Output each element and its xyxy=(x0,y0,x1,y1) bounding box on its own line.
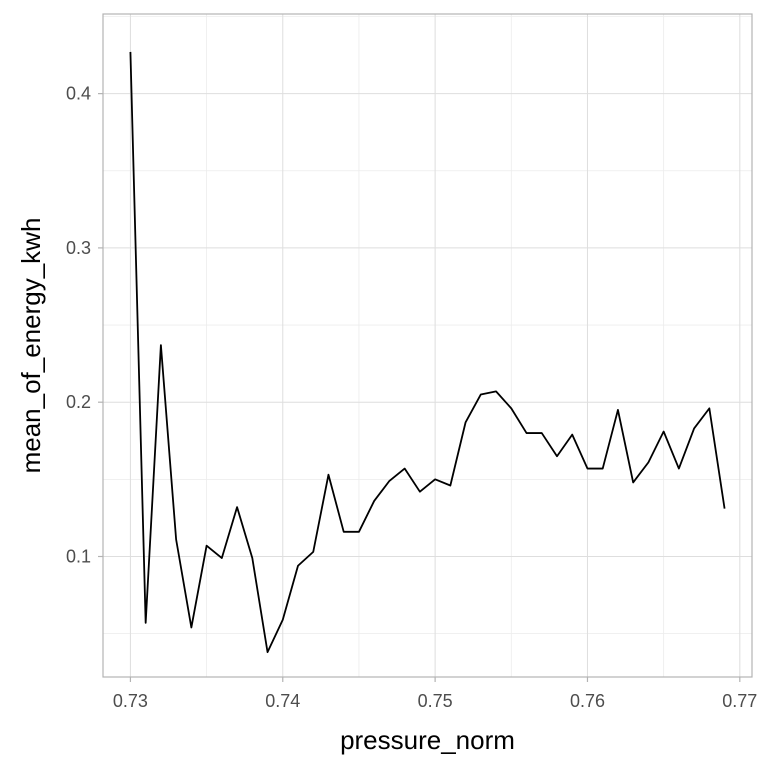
y-axis-ticks: 0.1 0.2 0.3 0.4 xyxy=(66,84,103,566)
minor-gridlines xyxy=(103,14,752,677)
x-tick-label: 0.75 xyxy=(418,691,453,711)
y-tick-label: 0.2 xyxy=(66,392,91,412)
x-tick-label: 0.76 xyxy=(570,691,605,711)
x-axis-ticks: 0.73 0.74 0.75 0.76 0.77 xyxy=(113,677,757,711)
y-tick-label: 0.3 xyxy=(66,238,91,258)
y-axis-title: mean_of_energy_kwh xyxy=(16,218,46,474)
x-tick-label: 0.74 xyxy=(265,691,300,711)
panel-border xyxy=(102,13,753,678)
x-tick-label: 0.77 xyxy=(722,691,757,711)
major-gridlines xyxy=(103,14,752,677)
x-axis-title: pressure_norm xyxy=(340,725,515,755)
y-tick-label: 0.1 xyxy=(66,546,91,566)
y-tick-label: 0.4 xyxy=(66,84,91,104)
x-tick-label: 0.73 xyxy=(113,691,148,711)
series-line xyxy=(129,51,726,654)
